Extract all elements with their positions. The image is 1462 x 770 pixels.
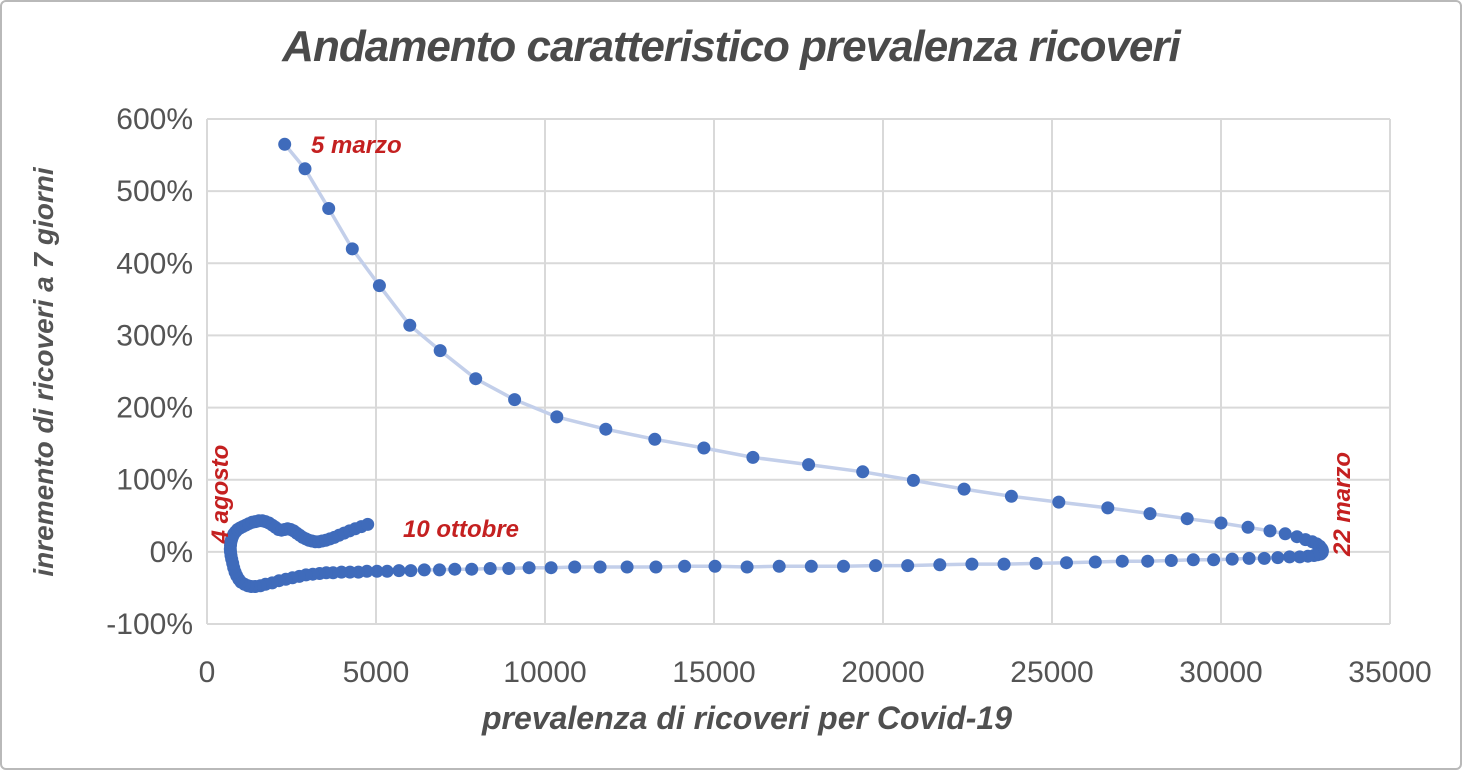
chart-title: Andamento caratteristico prevalenza rico…: [282, 22, 1180, 71]
annotation-22-marzo: 22 marzo: [1329, 451, 1356, 557]
data-point: [465, 562, 479, 576]
data-point: [620, 560, 634, 574]
data-point: [1186, 553, 1200, 567]
data-point: [278, 137, 292, 151]
data-point: [417, 563, 431, 577]
x-axis-title: prevalenza di ricoveri per Covid-19: [482, 700, 1012, 736]
tick-labels: 0 5000 10000 15000 20000 25000 30000 35000 600% 5…: [106, 103, 1431, 689]
data-point: [804, 559, 818, 573]
y-tick-label: 400%: [116, 247, 193, 280]
x-tick-label: 10000: [503, 656, 586, 689]
annotation-5-marzo: 5 marzo: [311, 132, 402, 159]
annotation-4-agosto: 4 agosto: [207, 444, 234, 544]
data-point: [802, 458, 816, 472]
data-point: [1263, 524, 1277, 538]
data-point: [345, 242, 359, 256]
data-point: [649, 560, 663, 574]
data-point: [1257, 551, 1271, 565]
x-tick-label: 15000: [672, 656, 755, 689]
data-point: [403, 318, 417, 332]
data-point: [370, 564, 384, 578]
data-point: [1052, 495, 1066, 509]
x-tick-label: 30000: [1179, 656, 1262, 689]
x-tick-label: 5000: [343, 656, 410, 689]
data-point: [322, 202, 336, 215]
x-tick-label: 35000: [1348, 656, 1431, 689]
data-point: [502, 562, 516, 575]
y-tick-label: 100%: [116, 464, 193, 497]
x-tick-label: 20000: [841, 656, 924, 689]
data-point: [1115, 554, 1129, 568]
series-connector-line: [228, 142, 1325, 589]
data-point: [1164, 554, 1178, 567]
data-point: [380, 564, 394, 578]
data-point: [1271, 551, 1285, 565]
data-point: [965, 557, 979, 571]
y-tick-label: 200%: [116, 392, 193, 425]
data-point: [522, 561, 536, 575]
data-point: [298, 162, 312, 176]
data-point: [544, 561, 558, 575]
data-point: [1278, 527, 1292, 541]
data-point: [678, 559, 692, 573]
data-point: [1141, 554, 1155, 568]
data-point: [1029, 556, 1043, 570]
data-point: [1004, 489, 1018, 503]
data-point: [708, 559, 722, 573]
x-tick-label: 0: [199, 656, 216, 689]
data-point: [933, 558, 947, 572]
data-point: [697, 441, 711, 455]
data-point: [1241, 520, 1255, 534]
data-point: [1225, 552, 1239, 566]
data-point: [568, 560, 582, 574]
data-point: [483, 562, 497, 575]
data-point: [550, 410, 564, 424]
data-point: [772, 559, 786, 573]
x-tick-label: 25000: [1010, 656, 1093, 689]
data-point: [1207, 553, 1221, 567]
data-point: [746, 450, 760, 464]
data-point: [906, 473, 920, 487]
y-tick-label: -100%: [106, 608, 193, 641]
y-tick-label: 600%: [116, 103, 193, 136]
data-point: [740, 560, 754, 574]
data-point: [508, 393, 522, 407]
gridlines: [206, 118, 1391, 625]
data-point: [433, 344, 447, 358]
data-point: [997, 557, 1011, 571]
data-point: [869, 559, 883, 573]
series-ricoveri: [223, 137, 1329, 593]
data-point: [1283, 550, 1297, 564]
data-point: [404, 564, 418, 578]
data-point: [599, 422, 613, 436]
data-point: [392, 564, 406, 578]
data-point: [1143, 507, 1157, 521]
data-point: [1101, 501, 1115, 515]
annotation-10-ottobre: 10 ottobre: [403, 516, 520, 543]
data-point: [372, 279, 386, 293]
data-point: [1293, 550, 1307, 564]
data-point: [1180, 512, 1194, 526]
data-point: [1088, 555, 1102, 569]
y-tick-label: 0%: [150, 536, 193, 569]
data-point: [361, 517, 375, 531]
data-point: [433, 563, 446, 577]
data-point: [837, 559, 850, 573]
data-point: [1242, 551, 1256, 565]
y-tick-label: 500%: [116, 175, 193, 208]
data-point: [593, 560, 607, 574]
data-point: [448, 562, 462, 576]
data-point: [856, 465, 870, 479]
data-point: [648, 432, 662, 446]
data-point: [901, 559, 915, 573]
y-tick-label: 300%: [116, 319, 193, 352]
data-point: [1214, 516, 1228, 530]
data-point: [1060, 556, 1073, 570]
data-point: [957, 482, 971, 496]
data-point: [469, 372, 483, 386]
